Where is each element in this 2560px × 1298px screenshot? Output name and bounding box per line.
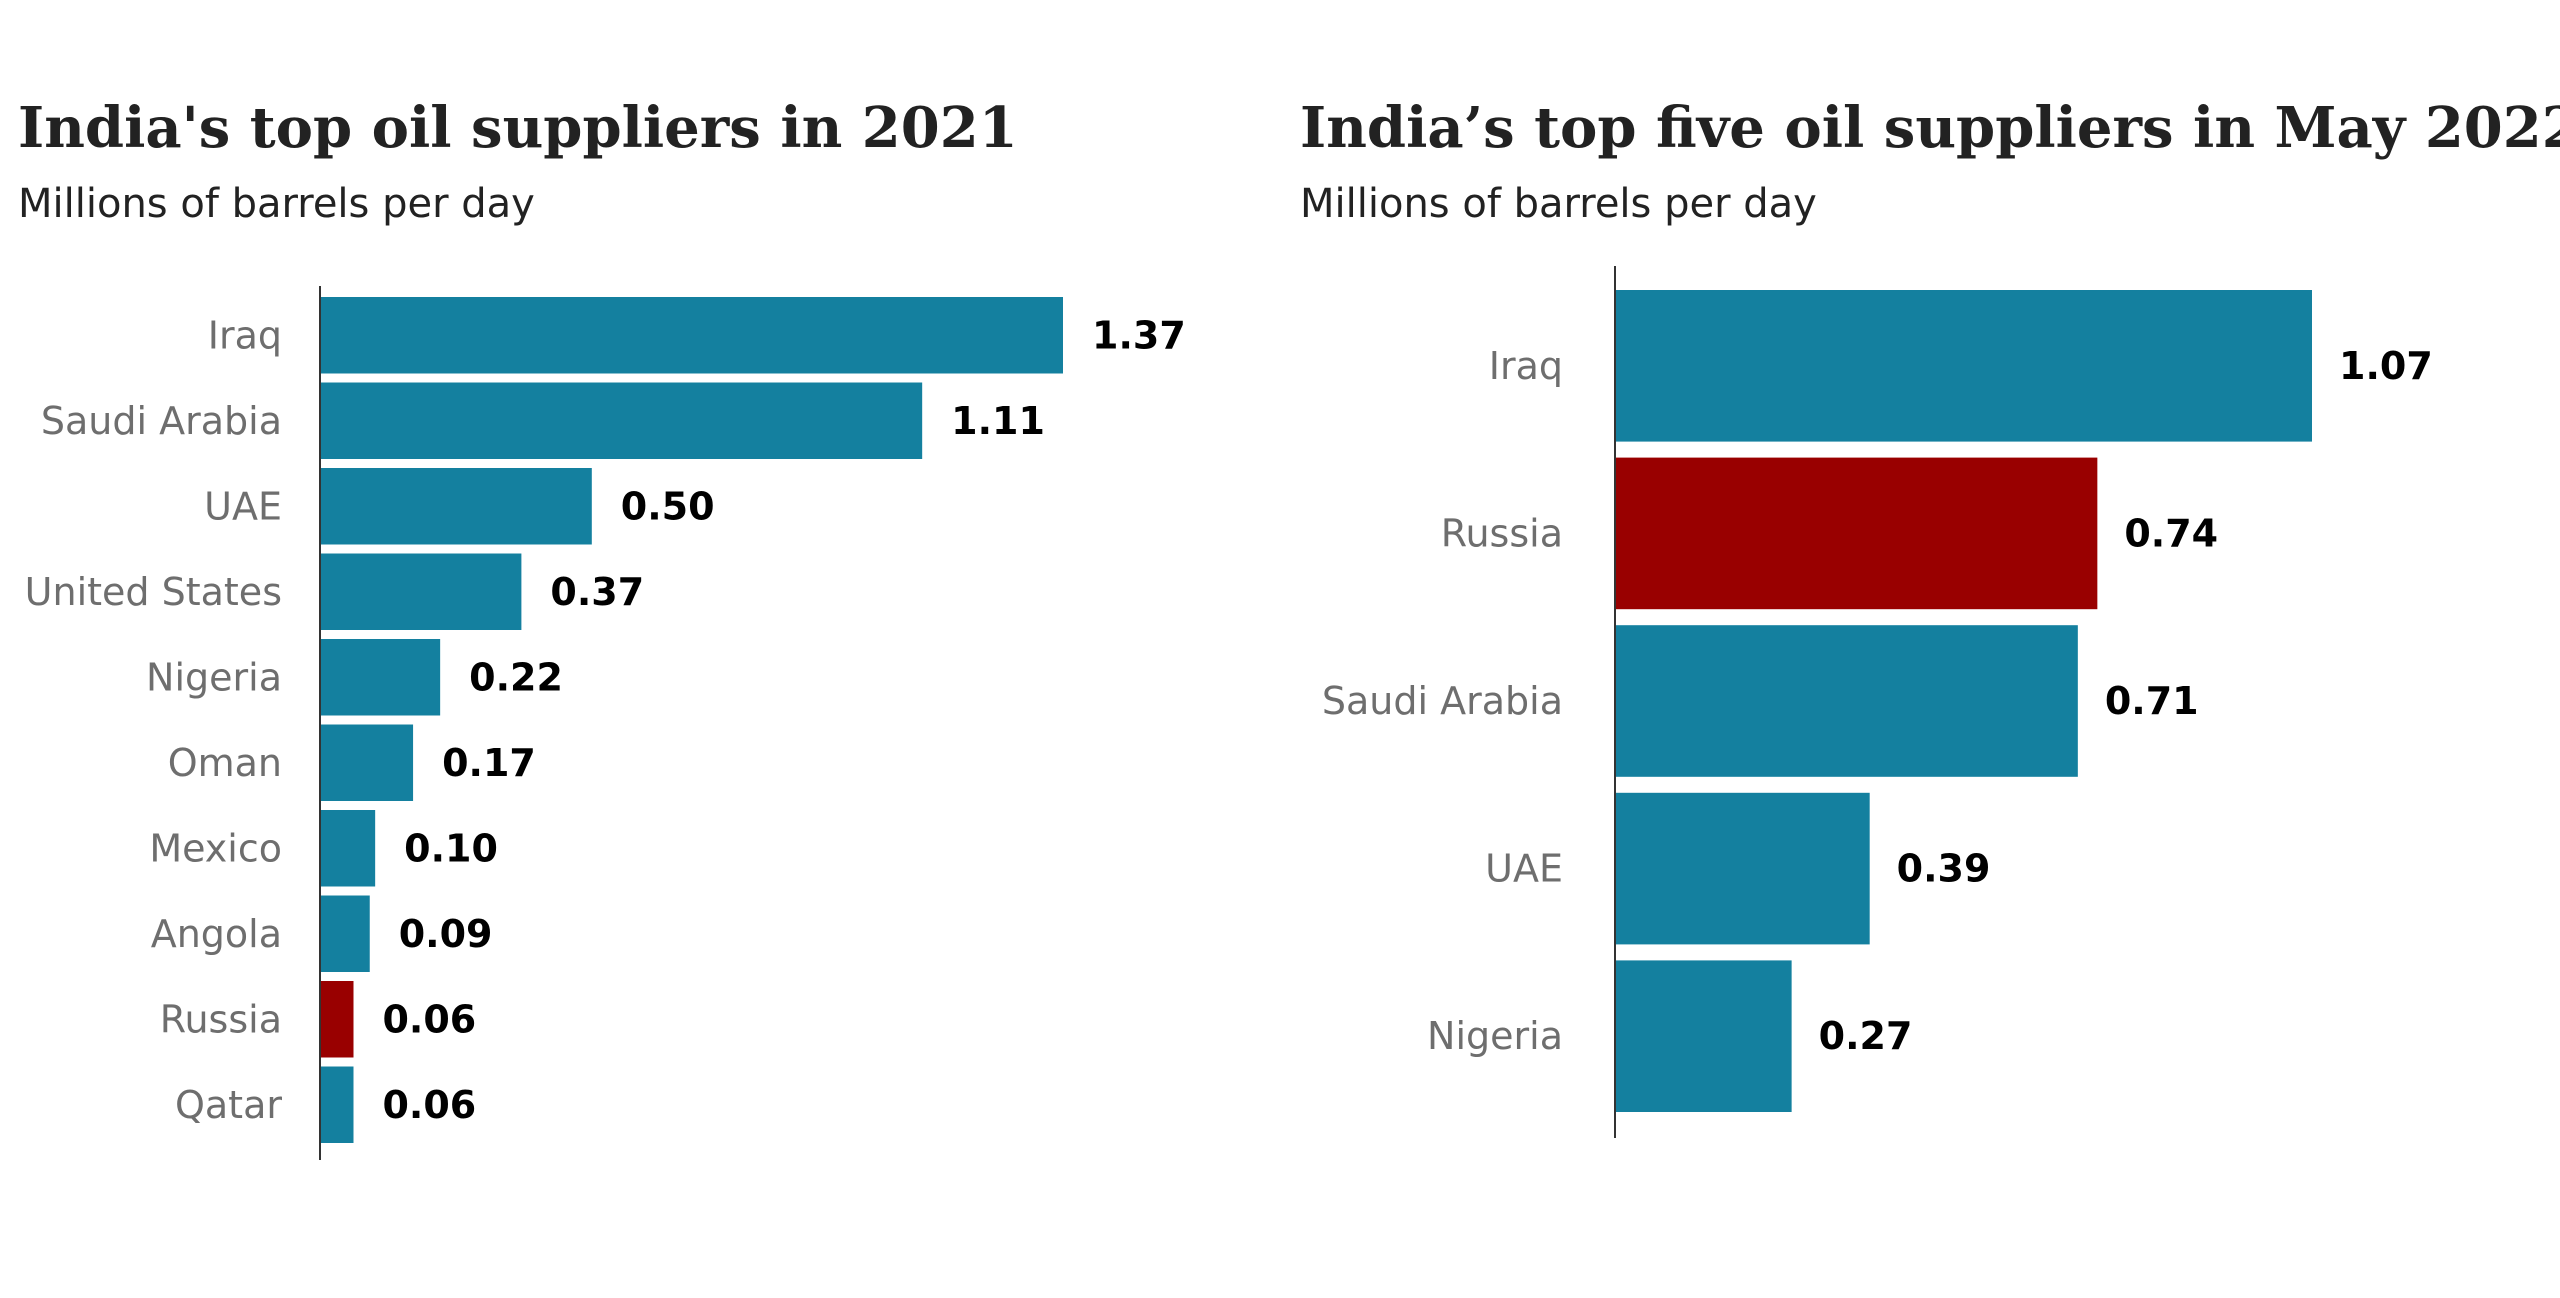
- bar-qatar: [321, 1066, 354, 1143]
- chart-may-2022: India’s top five oil suppliers in May 20…: [1280, 0, 2560, 1298]
- chart-2021: India's top oil suppliers in 2021 Millio…: [18, 95, 1186, 1160]
- value-label-nigeria: 0.22: [469, 655, 563, 699]
- chart-subtitle: Millions of barrels per day: [1300, 181, 1817, 227]
- value-label-united-states: 0.37: [550, 570, 644, 614]
- category-label-iraq: Iraq: [208, 313, 282, 357]
- value-label-iraq: 1.07: [2339, 344, 2433, 388]
- bar-iraq: [1616, 290, 2312, 442]
- category-label-russia: Russia: [1441, 511, 1563, 555]
- bar-iraq: [321, 297, 1063, 374]
- value-label-russia: 0.74: [2124, 511, 2218, 555]
- bar-uae: [1616, 792, 1870, 945]
- bar-uae: [321, 468, 592, 545]
- value-label-russia: 0.06: [382, 997, 476, 1041]
- category-label-saudi-arabia: Saudi Arabia: [1322, 679, 1563, 723]
- category-label-mexico: Mexico: [149, 826, 282, 870]
- category-label-uae: UAE: [1485, 847, 1563, 891]
- category-label-russia: Russia: [160, 997, 282, 1041]
- value-label-angola: 0.09: [399, 912, 493, 956]
- bar-angola: [321, 895, 370, 972]
- bar-oman: [321, 724, 414, 801]
- value-label-qatar: 0.06: [382, 1083, 476, 1127]
- category-label-nigeria: Nigeria: [146, 655, 282, 699]
- bar-saudi-arabia: [321, 382, 923, 459]
- category-label-oman: Oman: [168, 741, 282, 785]
- value-label-mexico: 0.10: [404, 826, 498, 870]
- value-label-nigeria: 0.27: [1819, 1014, 1913, 1058]
- value-label-iraq: 1.37: [1092, 313, 1186, 357]
- value-label-saudi-arabia: 0.71: [2105, 679, 2199, 723]
- category-label-nigeria: Nigeria: [1427, 1014, 1563, 1058]
- category-label-saudi-arabia: Saudi Arabia: [41, 399, 282, 443]
- category-label-united-states: United States: [25, 570, 282, 614]
- bar-saudi-arabia: [1616, 625, 2078, 777]
- category-label-uae: UAE: [204, 484, 282, 528]
- bar-chart-may-2022: Iraq 1.07 Russia 0.74 Saudi Arabia 0.71 UAE 0.3…: [1322, 266, 2433, 1138]
- value-label-uae: 0.50: [621, 484, 715, 528]
- category-label-angola: Angola: [151, 912, 282, 956]
- chart-title: India's top oil suppliers in 2021: [18, 95, 1018, 161]
- category-label-qatar: Qatar: [175, 1083, 282, 1127]
- value-label-saudi-arabia: 1.11: [951, 399, 1045, 443]
- bar-russia: [1616, 457, 2098, 610]
- bar-nigeria: [1616, 960, 1792, 1112]
- bar-nigeria: [321, 639, 441, 716]
- value-label-oman: 0.17: [442, 741, 536, 785]
- value-label-uae: 0.39: [1897, 847, 1991, 891]
- bar-russia: [321, 981, 354, 1058]
- chart-title: India’s top five oil suppliers in May 20…: [1300, 95, 2560, 161]
- category-label-iraq: Iraq: [1489, 344, 1563, 388]
- bar-united-states: [321, 553, 522, 630]
- bar-mexico: [321, 810, 376, 887]
- bar-chart-2021: Iraq 1.37 Saudi Arabia 1.11 UAE 0.50 United St…: [25, 286, 1186, 1160]
- chart-subtitle: Millions of barrels per day: [18, 181, 535, 227]
